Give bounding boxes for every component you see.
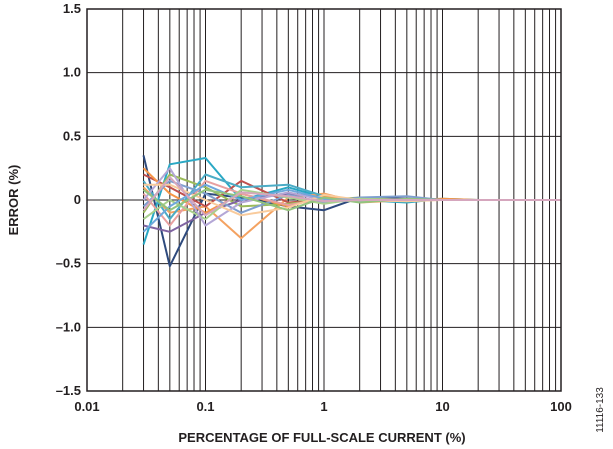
y-tick-labels: 1.5 1.0 0.5 0 –0.5 –1.0 –1.5 [56, 1, 81, 398]
y-tick-label: –1.0 [56, 319, 81, 334]
series-line-1 [142, 155, 561, 268]
y-tick-label: –0.5 [56, 256, 81, 271]
series-line-16 [142, 176, 561, 217]
y-tick-label: 0 [74, 192, 81, 207]
x-tick-label: 0.01 [74, 399, 99, 414]
y-tick-label: 1.5 [63, 1, 81, 16]
figure-id: 11116-133 [595, 387, 606, 433]
series-layer [142, 155, 561, 268]
x-axis-label: PERCENTAGE OF FULL-SCALE CURRENT (%) [178, 430, 465, 445]
y-tick-label: –1.5 [56, 383, 81, 398]
x-tick-labels: 0.01 0.1 1 10 100 [74, 399, 572, 414]
x-tick-label: 0.1 [196, 399, 214, 414]
y-tick-label: 1.0 [63, 65, 81, 80]
y-axis-label: ERROR (%) [6, 165, 21, 236]
plot-frame [86, 8, 562, 392]
y-tick-label: 0.5 [63, 128, 81, 143]
series-line-12 [142, 167, 561, 227]
x-tick-label: 10 [435, 399, 449, 414]
x-tick-label: 100 [550, 399, 572, 414]
x-tick-label: 1 [320, 399, 327, 414]
